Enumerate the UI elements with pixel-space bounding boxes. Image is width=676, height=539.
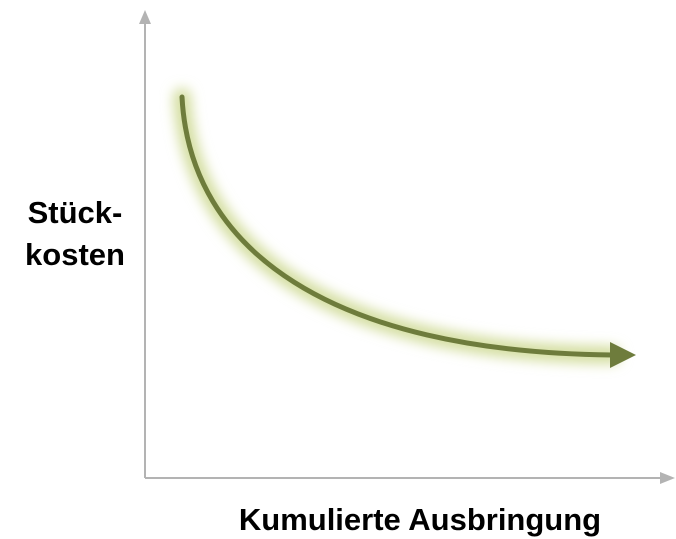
- axes: [139, 10, 675, 484]
- experience-curve: [179, 94, 615, 358]
- curve-glow: [173, 88, 621, 364]
- y-axis-label: kosten: [25, 237, 125, 272]
- x-axis-arrow: [660, 472, 675, 484]
- curve-arrowhead: [610, 342, 636, 368]
- curve: [173, 88, 636, 368]
- y-axis-arrow: [139, 10, 151, 24]
- y-axis-label: Stück-: [28, 195, 123, 230]
- x-axis-label: Kumulierte Ausbringung: [239, 502, 601, 537]
